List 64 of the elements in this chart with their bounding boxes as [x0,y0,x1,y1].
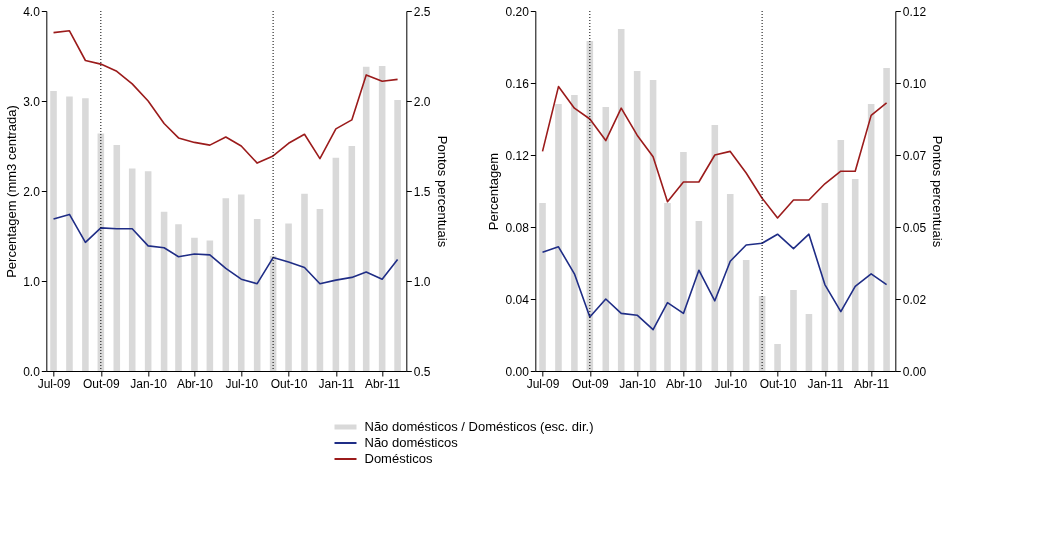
y-tick-label: 4.0 [23,4,41,19]
y2-tick-label: 0.10 [902,76,927,91]
line-series [541,233,888,331]
y-tick-label: 0.20 [505,4,530,19]
y-tick-label: 3.0 [23,94,41,109]
y2-tick-label: 0.02 [902,292,927,307]
bar [633,71,641,371]
y2-tick-label: 2.5 [413,4,431,19]
line-series [52,213,399,285]
x-tick-label: Out-09 [571,376,609,391]
x-tick-label: Jul-09 [37,376,71,391]
y2-tick-label: 1.5 [413,184,431,199]
y-tick-label: 0.12 [505,148,530,163]
x-tick-label: Out-10 [270,376,308,391]
y2-tick-label: 0.5 [413,364,431,379]
y2-axis-title: Pontos percentuais [434,135,450,248]
bar [851,179,859,371]
bar [742,260,750,371]
legend-label: Não domésticos / Domésticos (esc. dir.) [364,419,594,434]
x-tick-label: Jul-10 [225,376,259,391]
y-tick-label: 0.00 [505,364,530,379]
y2-tick-label: 1.0 [413,274,431,289]
y2-tick-label: 0.07 [902,148,927,163]
y-tick-label: 1.0 [23,274,41,289]
bar [555,104,562,371]
y2-tick-label: 0.12 [902,4,927,19]
y2-tick-label: 0.05 [902,220,927,235]
line-series [541,85,888,219]
x-tick-label: Out-10 [759,376,797,391]
y2-axis-title: Pontos percentuais [930,135,946,248]
x-tick-label: Jul-10 [714,376,748,391]
bar [571,95,578,371]
bar [790,290,797,371]
y-axis-title: Percentagem [486,152,502,231]
legend-label: Não domésticos [364,435,459,450]
bar [602,107,610,371]
x-tick-label: Abr-11 [854,376,890,391]
legend-label: Domésticos [364,451,433,466]
bar [774,344,781,371]
x-tick-label: Abr-11 [365,376,401,391]
y-tick-label: 2.0 [23,184,41,199]
x-tick-label: Jan-11 [318,376,355,391]
x-tick-label: Abr-10 [665,376,703,391]
x-tick-label: Out-09 [82,376,120,391]
y-tick-label: 0.0 [23,364,41,379]
x-tick-label: Jan-10 [130,376,168,391]
y2-tick-label: 0.00 [902,364,927,379]
bar [664,203,671,371]
x-tick-label: Jan-11 [807,376,844,391]
y-tick-label: 0.16 [505,76,530,91]
bar [805,314,813,371]
bar [539,203,546,371]
bar [883,68,890,371]
x-tick-label: Jul-09 [526,376,560,391]
y-tick-label: 0.08 [505,220,530,235]
bar [726,194,734,371]
line-series [52,30,399,164]
bar [680,152,687,371]
bar [617,29,625,371]
y2-tick-label: 2.0 [413,94,431,109]
y-axis-title: Percentagem (mm3 centrada) [4,105,20,278]
y-tick-label: 0.04 [505,292,530,307]
x-tick-label: Abr-10 [176,376,214,391]
x-tick-label: Jan-10 [619,376,657,391]
